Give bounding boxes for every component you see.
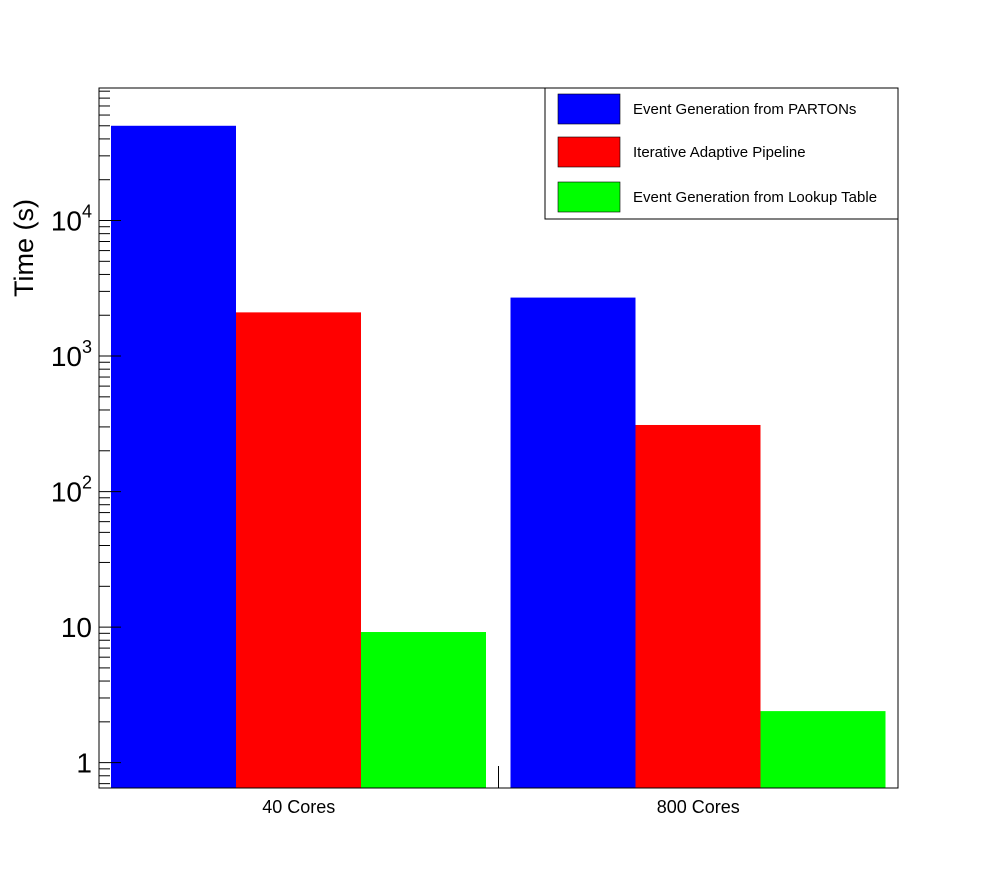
y-tick-label: 103: [51, 337, 92, 372]
legend-label: Iterative Adaptive Pipeline: [633, 144, 806, 161]
bar-2-40-cores: [236, 312, 361, 788]
bars-layer: [111, 125, 886, 788]
legend-swatch: [557, 136, 621, 168]
legend-swatch: [557, 181, 621, 213]
y-tick-label: 1: [76, 748, 92, 779]
bar-3-800-cores: [760, 711, 886, 788]
x-tick-label: 800 Cores: [657, 797, 740, 817]
x-axis: 40 Cores 800 Cores: [262, 766, 740, 817]
y-tick-label: 102: [51, 473, 92, 508]
y-tick-label: 10: [61, 612, 92, 643]
legend-label: Event Generation from Lookup Table: [633, 189, 877, 206]
y-axis: 1 10 102 103 104: [51, 90, 121, 785]
legend: Event Generation from PARTONs Iterative A…: [544, 87, 899, 220]
legend-label: Event Generation from PARTONs: [633, 101, 856, 118]
legend-swatch: [557, 93, 621, 125]
bar-1-40-cores: [111, 125, 236, 788]
bar-3-40-cores: [361, 632, 486, 788]
x-tick-label: 40 Cores: [262, 797, 335, 817]
bar-1-800-cores: [510, 297, 636, 788]
y-tick-label: 104: [51, 202, 92, 237]
bar-2-800-cores: [635, 424, 761, 788]
y-axis-title: Time (s): [9, 199, 39, 297]
